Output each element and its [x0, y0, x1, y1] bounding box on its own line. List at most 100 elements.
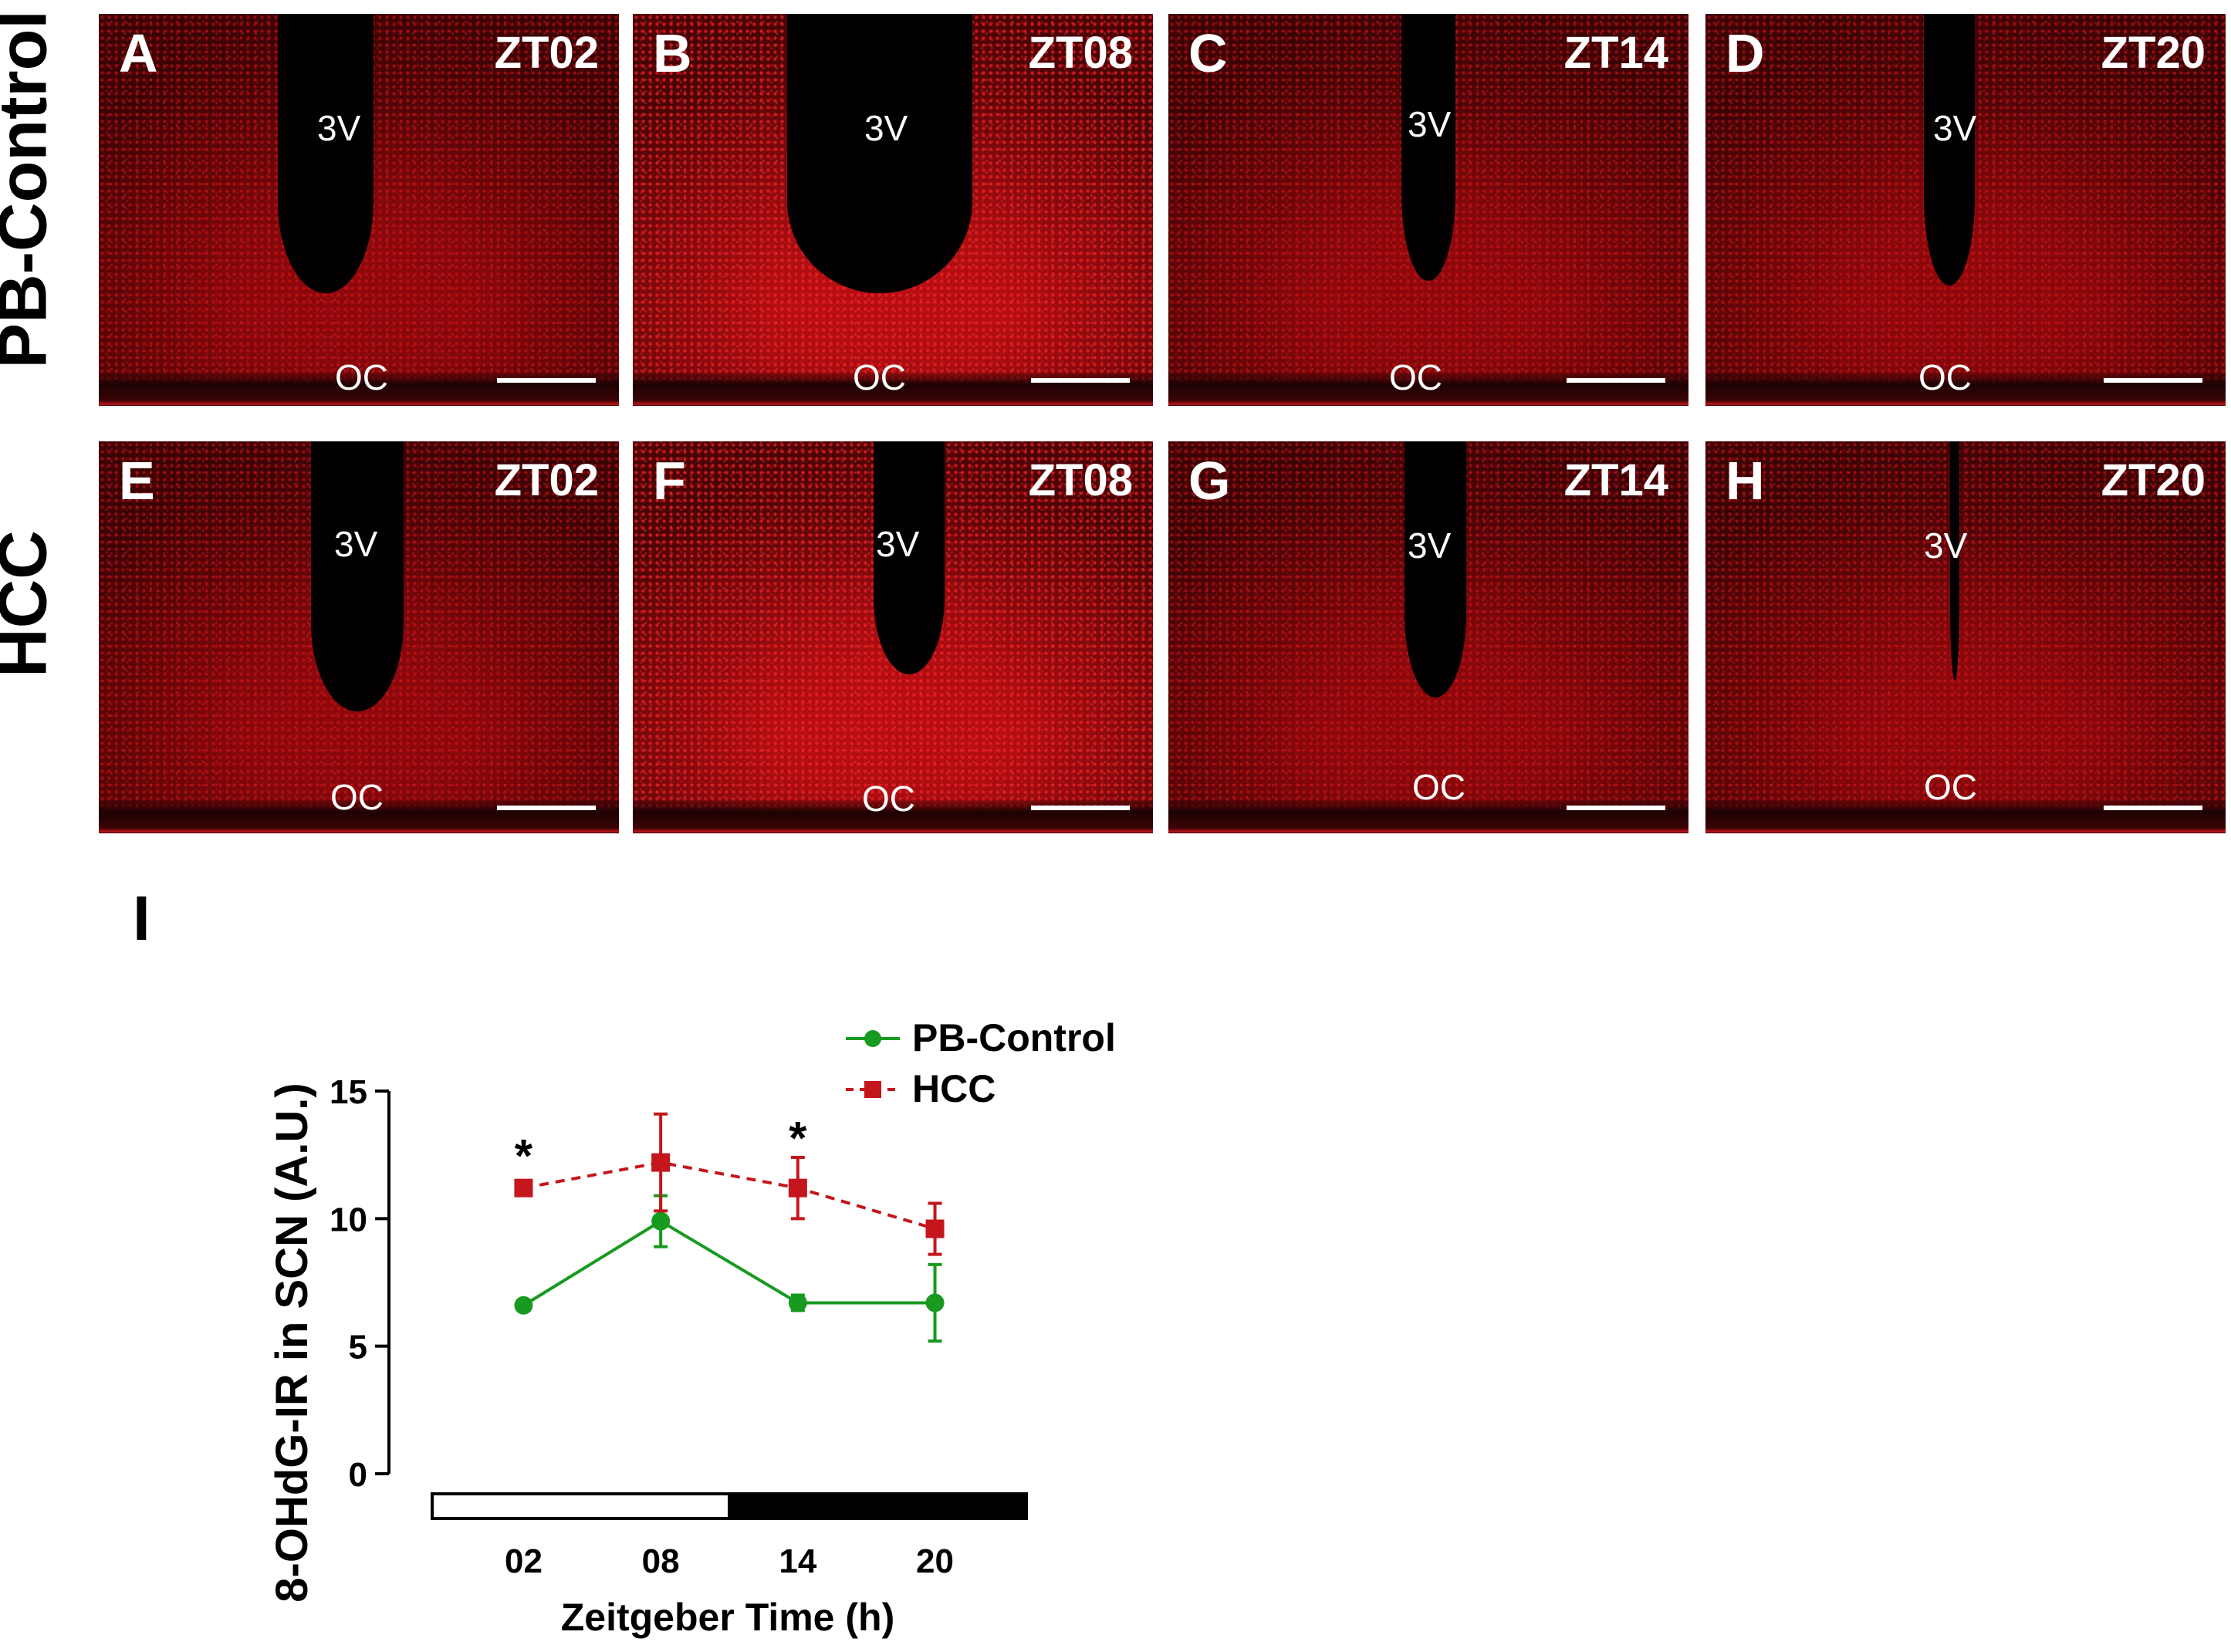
- significance-asterisk: *: [789, 1113, 807, 1164]
- zt-label: ZT08: [1028, 28, 1133, 78]
- third-ventricle: [278, 14, 374, 293]
- optic-chiasm-label: OC: [862, 779, 915, 819]
- x-ticks: 02 08 14 20: [505, 1542, 954, 1580]
- optic-chiasm-band: [99, 370, 619, 406]
- zt-label: ZT14: [1563, 455, 1668, 505]
- data-point: [514, 1178, 533, 1198]
- micrograph-panel-g: G ZT14 3V OC: [1168, 441, 1688, 833]
- row-label-pb-control: PB-Control: [0, 10, 61, 369]
- third-ventricle-label: 3V: [317, 108, 361, 148]
- y-tick-label: 15: [330, 1073, 367, 1111]
- light-phase-bar: [431, 1492, 731, 1520]
- optic-chiasm-label: OC: [1389, 357, 1442, 397]
- optic-chiasm-band: [1705, 370, 2226, 406]
- series-line: [523, 1160, 936, 1231]
- panel-letter: H: [1726, 451, 1765, 511]
- micrograph-panel-c: C ZT14 3V OC: [1168, 14, 1688, 406]
- panel-letter: F: [653, 451, 686, 511]
- panel-letter: E: [119, 451, 155, 511]
- series-hcc: [514, 1112, 945, 1256]
- row-label-hcc: HCC: [0, 530, 61, 677]
- x-tick-label: 14: [779, 1542, 816, 1580]
- panel-letter: A: [119, 23, 158, 83]
- third-ventricle-label: 3V: [1924, 525, 1968, 566]
- legend-marker-pb-control: [864, 1030, 881, 1047]
- third-ventricle-label: 3V: [1408, 104, 1452, 144]
- data-point: [788, 1293, 807, 1312]
- micrograph-panel-b: B ZT08 3V OC: [633, 14, 1153, 406]
- scale-bar: [1567, 806, 1665, 810]
- dark-phase-bar: [728, 1492, 1028, 1520]
- data-point: [514, 1296, 533, 1315]
- scale-bar: [1031, 806, 1130, 810]
- series-pb-control: [514, 1194, 945, 1343]
- line-chart: 8-OHdG-IR in SCN (A.U.) Zeitgeber Time (…: [267, 1016, 1116, 1639]
- zt-label: ZT20: [2101, 455, 2206, 505]
- third-ventricle: [874, 441, 945, 674]
- data-point: [925, 1293, 945, 1312]
- optic-chiasm-label: OC: [1924, 767, 1977, 807]
- micrograph-panel-f: F ZT08 3V OC: [633, 441, 1153, 833]
- third-ventricle: [1950, 441, 1959, 681]
- significance-asterisk: *: [515, 1130, 533, 1182]
- optic-chiasm-label: OC: [1412, 767, 1465, 807]
- annotations: * *: [515, 1113, 807, 1182]
- optic-chiasm-label: OC: [335, 357, 388, 397]
- third-ventricle-label: 3V: [876, 524, 920, 564]
- scale-bar: [1567, 378, 1665, 383]
- optic-chiasm-band: [633, 370, 1153, 406]
- data-point: [788, 1178, 807, 1198]
- zt-label: ZT14: [1563, 28, 1668, 78]
- x-tick-label: 20: [916, 1542, 954, 1580]
- y-ticks: 0 5 10 15: [330, 1073, 389, 1494]
- data-point: [925, 1219, 945, 1238]
- series-group: [514, 1112, 945, 1343]
- y-tick-label: 0: [349, 1456, 367, 1494]
- scale-bar: [2104, 378, 2202, 383]
- data-point: [651, 1153, 671, 1172]
- scale-bar: [1031, 378, 1130, 383]
- x-axis-label: Zeitgeber Time (h): [561, 1596, 894, 1639]
- micrograph-panel-a: A ZT02 3V OC: [99, 14, 619, 406]
- zt-label: ZT02: [494, 28, 599, 78]
- zt-label: ZT02: [494, 455, 599, 505]
- scale-bar: [497, 378, 596, 383]
- third-ventricle-label: 3V: [334, 524, 378, 564]
- series-line: [522, 1219, 935, 1307]
- micrograph-panel-e: E ZT02 3V OC: [99, 441, 619, 833]
- zt-label: ZT08: [1028, 455, 1133, 505]
- optic-chiasm-band: [1705, 798, 2226, 833]
- third-ventricle: [1401, 14, 1455, 281]
- zt-label: ZT20: [2101, 28, 2206, 78]
- micrograph-panel-h: H ZT20 3V OC: [1705, 441, 2226, 833]
- third-ventricle: [787, 14, 972, 293]
- third-ventricle-label: 3V: [1408, 525, 1452, 566]
- optic-chiasm-band: [1168, 370, 1688, 406]
- y-axis-label: 8-OHdG-IR in SCN (A.U.): [267, 1083, 317, 1602]
- legend: PB-Control HCC: [846, 1016, 1116, 1110]
- third-ventricle: [311, 441, 404, 711]
- optic-chiasm-label: OC: [330, 777, 384, 817]
- data-point: [651, 1211, 671, 1231]
- panel-letter: D: [1726, 23, 1765, 83]
- third-ventricle: [1924, 14, 1975, 285]
- y-tick-label: 5: [349, 1329, 367, 1367]
- y-tick-label: 10: [330, 1201, 367, 1238]
- legend-marker-hcc: [864, 1081, 881, 1098]
- optic-chiasm-band: [99, 798, 619, 833]
- third-ventricle-label: 3V: [864, 108, 908, 148]
- optic-chiasm-band: [1168, 798, 1688, 833]
- panel-letter: B: [653, 23, 692, 83]
- legend-label-pb-control: PB-Control: [912, 1016, 1116, 1059]
- optic-chiasm-band: [633, 798, 1153, 833]
- x-tick-label: 02: [505, 1542, 543, 1580]
- legend-label-hcc: HCC: [912, 1067, 995, 1110]
- optic-chiasm-label: OC: [853, 357, 906, 397]
- scale-bar: [2104, 806, 2202, 810]
- micrograph-panel-d: D ZT20 3V OC: [1705, 14, 2226, 406]
- panel-letter: C: [1188, 23, 1228, 83]
- optic-chiasm-label: OC: [1918, 357, 1972, 397]
- x-tick-label: 08: [642, 1542, 680, 1580]
- third-ventricle-label: 3V: [1933, 108, 1977, 148]
- third-ventricle: [1405, 441, 1466, 698]
